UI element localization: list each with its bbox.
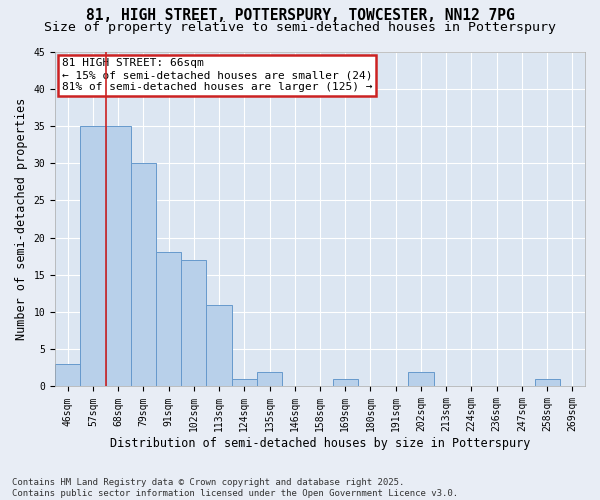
Bar — [535, 379, 560, 386]
Bar — [257, 372, 282, 386]
Text: Size of property relative to semi-detached houses in Potterspury: Size of property relative to semi-detach… — [44, 21, 556, 34]
Bar — [156, 252, 181, 386]
Y-axis label: Number of semi-detached properties: Number of semi-detached properties — [15, 98, 28, 340]
X-axis label: Distribution of semi-detached houses by size in Potterspury: Distribution of semi-detached houses by … — [110, 437, 530, 450]
Bar — [106, 126, 131, 386]
Text: Contains HM Land Registry data © Crown copyright and database right 2025.
Contai: Contains HM Land Registry data © Crown c… — [12, 478, 458, 498]
Text: 81 HIGH STREET: 66sqm
← 15% of semi-detached houses are smaller (24)
81% of semi: 81 HIGH STREET: 66sqm ← 15% of semi-deta… — [62, 58, 373, 92]
Bar — [80, 126, 106, 386]
Bar — [232, 379, 257, 386]
Bar — [409, 372, 434, 386]
Bar — [55, 364, 80, 386]
Bar — [206, 304, 232, 386]
Bar — [131, 163, 156, 386]
Bar — [181, 260, 206, 386]
Text: 81, HIGH STREET, POTTERSPURY, TOWCESTER, NN12 7PG: 81, HIGH STREET, POTTERSPURY, TOWCESTER,… — [86, 8, 514, 22]
Bar — [332, 379, 358, 386]
